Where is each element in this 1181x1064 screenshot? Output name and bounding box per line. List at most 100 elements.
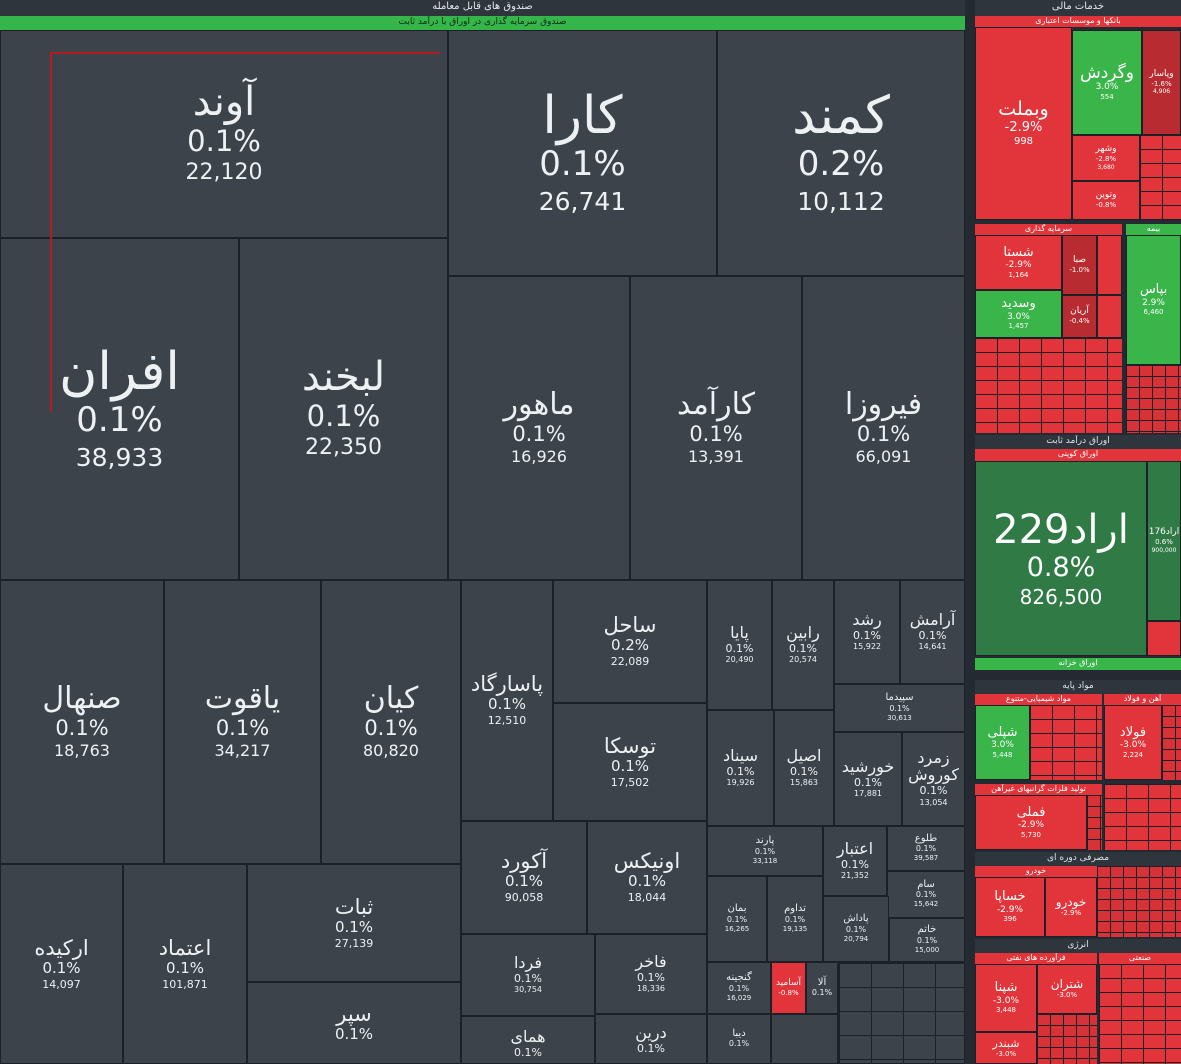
misc-mosaic bbox=[1104, 784, 1181, 850]
tile-diba[interactable]: دیبا 0.1% bbox=[707, 1014, 771, 1064]
tile-sabat[interactable]: ثبات 0.1% 27,139 bbox=[247, 864, 461, 982]
stock-shasta[interactable]: شستا -2.9% 1,164 bbox=[975, 235, 1062, 290]
tile-pct: 0.1% bbox=[854, 775, 882, 789]
industrial-mosaic bbox=[1099, 964, 1181, 1064]
stock-arad229[interactable]: اراد229 0.8% 826,500 bbox=[975, 461, 1147, 656]
tile-karamad[interactable]: کارآمد 0.1% 13,391 bbox=[630, 276, 802, 580]
tile-asil[interactable]: اصیل 0.1% 15,863 bbox=[774, 710, 834, 826]
stock-name: وسدید bbox=[1001, 296, 1036, 312]
tile-labkhand[interactable]: لبخند 0.1% 22,350 bbox=[239, 238, 448, 580]
stock-shepli[interactable]: شپلی 3.0% 5,448 bbox=[975, 705, 1030, 780]
tile-firooza[interactable]: فیروزا 0.1% 66,091 bbox=[802, 276, 965, 580]
stock-small[interactable] bbox=[1147, 621, 1181, 656]
tile-value: 38,933 bbox=[75, 442, 164, 472]
stock-fameli[interactable]: فملی -2.9% 5,730 bbox=[975, 795, 1087, 850]
stock-shetran[interactable]: شتران -3.0% bbox=[1037, 964, 1097, 1014]
tile-dorrin[interactable]: درین 0.1% bbox=[595, 1014, 707, 1064]
tile-accord[interactable]: آکورد 0.1% 90,058 bbox=[461, 821, 587, 934]
tile-separ[interactable]: سپر 0.1% bbox=[247, 982, 461, 1064]
tile-kian[interactable]: کیان 0.1% 80,820 bbox=[321, 580, 461, 864]
tile-aramesh[interactable]: آرامش 0.1% 14,641 bbox=[900, 580, 965, 684]
tile-sam[interactable]: سام 0.1% 15,642 bbox=[887, 871, 965, 918]
tile-pasargad[interactable]: پاسارگاد 0.1% 12,510 bbox=[461, 580, 553, 821]
tile-pct: 0.1% bbox=[915, 890, 937, 900]
tile-sahel[interactable]: ساحل 0.2% 22,089 bbox=[553, 580, 707, 703]
stock-arian[interactable]: آریان -0.4% bbox=[1062, 295, 1097, 338]
stock-bpas[interactable]: بپاس 2.9% 6,460 bbox=[1126, 235, 1181, 365]
right-sector-header: خدمات مالی bbox=[975, 0, 1181, 16]
tile-parand[interactable]: پارند 0.1% 33,118 bbox=[707, 826, 823, 876]
tile-name: رشد bbox=[852, 609, 882, 629]
stock-name: وتوین bbox=[1095, 190, 1117, 201]
tile-tolou[interactable]: طلوع 0.1% 39,587 bbox=[887, 826, 965, 871]
tile-name: کارا bbox=[542, 85, 623, 146]
basic-materials-header: مواد پایه bbox=[975, 680, 1181, 694]
tile-homay[interactable]: همای 0.1% bbox=[461, 1016, 595, 1064]
tile-sinad[interactable]: سیناد 0.1% 19,926 bbox=[707, 710, 774, 826]
tile-afran[interactable]: افران 0.1% 38,933 bbox=[0, 238, 239, 580]
tile-pct: 0.1% bbox=[539, 144, 626, 185]
tile-avand[interactable]: آوند 0.1% 22,120 bbox=[0, 30, 448, 238]
tile-pct: 0.1% bbox=[689, 421, 743, 446]
tile-orkideh[interactable]: ارکیده 0.1% 14,097 bbox=[0, 864, 123, 1064]
tile-fakher[interactable]: فاخر 0.1% 18,336 bbox=[595, 934, 707, 1014]
tile-zomorod-koroush[interactable]: زمرد کوروش 0.1% 13,054 bbox=[902, 732, 965, 826]
stock-shebandar[interactable]: شبندر -3.0% bbox=[975, 1032, 1037, 1064]
tile-name: آسامید bbox=[775, 977, 802, 988]
tile-value: 15,000 bbox=[914, 945, 940, 954]
stock-saba[interactable]: صبا -1.0% bbox=[1062, 235, 1097, 295]
tile-pct: 0.1% bbox=[889, 703, 910, 713]
tile-pct: -0.8% bbox=[778, 988, 799, 997]
stock-small[interactable] bbox=[1097, 295, 1122, 338]
tile-name: فیروزا bbox=[844, 387, 923, 423]
tile-paya[interactable]: پایا 0.1% 20,490 bbox=[707, 580, 772, 710]
tile-pct: 0.1% bbox=[487, 695, 527, 714]
tile-name: ماهور bbox=[503, 387, 575, 423]
stock-vpasar[interactable]: وپاسار -1.6% 4,906 bbox=[1142, 30, 1181, 135]
tile-value: 26,741 bbox=[538, 186, 627, 216]
stock-pct: -3.0% bbox=[1056, 991, 1078, 1000]
tile-value: 22,120 bbox=[185, 160, 263, 186]
tile-padash[interactable]: پاداش 0.1% 20,794 bbox=[823, 896, 889, 962]
stock-vsadid[interactable]: وسدید 3.0% 1,457 bbox=[975, 290, 1062, 338]
tile-rabin[interactable]: رابین 0.1% 20,574 bbox=[772, 580, 834, 710]
tile-beman[interactable]: بمان 0.1% 16,265 bbox=[707, 876, 767, 962]
small-funds-gap bbox=[771, 1014, 838, 1064]
tile-farda[interactable]: فردا 0.1% 30,754 bbox=[461, 934, 595, 1016]
stock-vgardesh[interactable]: وگردش 3.0% 554 bbox=[1072, 30, 1142, 135]
stock-vshahr[interactable]: وشهر -2.8% 3,680 bbox=[1072, 135, 1140, 181]
stock-vtoveen[interactable]: وتوین -0.8% bbox=[1072, 181, 1140, 220]
tile-etemad[interactable]: اعتماد 0.1% 101,871 bbox=[123, 864, 247, 1064]
tile-pct: 0.1% bbox=[364, 715, 418, 740]
consumer-mosaic bbox=[1097, 866, 1181, 937]
stock-arad176[interactable]: اراد176 0.6% 900,000 bbox=[1147, 461, 1181, 621]
hover-highlight-line bbox=[50, 52, 52, 412]
stock-shepna[interactable]: شپنا -3.0% 3,448 bbox=[975, 964, 1037, 1032]
tile-value: 15,863 bbox=[790, 778, 818, 788]
tile-khorshid[interactable]: خورشید 0.1% 17,881 bbox=[834, 732, 902, 826]
tile-etebar[interactable]: اعتبار 0.1% 21,352 bbox=[823, 826, 887, 896]
refinery-mosaic bbox=[1037, 1014, 1097, 1064]
tile-ganjineh[interactable]: گنجینه 0.1% 16,029 bbox=[707, 962, 771, 1014]
tile-roshd[interactable]: رشد 0.1% 15,922 bbox=[834, 580, 900, 684]
stock-foolad[interactable]: فولاد -3.0% 2,224 bbox=[1104, 705, 1162, 780]
stock-small[interactable] bbox=[1097, 235, 1122, 295]
tile-sanhal[interactable]: صنهال 0.1% 18,763 bbox=[0, 580, 164, 864]
tile-yaghoot[interactable]: یاقوت 0.1% 34,217 bbox=[164, 580, 321, 864]
tile-sepidma[interactable]: سپیدما 0.1% 30,613 bbox=[834, 684, 965, 732]
tile-value: 22,350 bbox=[305, 435, 382, 461]
tile-kara[interactable]: کارا 0.1% 26,741 bbox=[448, 30, 717, 276]
stock-vbmellat[interactable]: وبملت -2.9% 998 bbox=[975, 27, 1072, 220]
tile-kamand[interactable]: کمند 0.2% 10,112 bbox=[717, 30, 965, 276]
tile-tadavom[interactable]: تداوم 0.1% 19,135 bbox=[767, 876, 823, 962]
tile-ala[interactable]: آلا 0.1% bbox=[806, 962, 838, 1014]
tile-mahoor[interactable]: ماهور 0.1% 16,926 bbox=[448, 276, 630, 580]
tile-khatam[interactable]: خاتم 0.1% 15,000 bbox=[889, 918, 965, 962]
tile-toska[interactable]: توسکا 0.1% 17,502 bbox=[553, 703, 707, 821]
tile-name: اصیل bbox=[786, 745, 822, 765]
stock-khodro[interactable]: خودرو -2.9% bbox=[1045, 877, 1097, 937]
tile-onyx[interactable]: اونیکس 0.1% 18,044 bbox=[587, 821, 707, 934]
tile-pct: 0.1% bbox=[504, 872, 544, 891]
tile-asamid[interactable]: آسامید -0.8% bbox=[771, 962, 806, 1014]
stock-khsapa[interactable]: خساپا -2.9% 396 bbox=[975, 877, 1045, 937]
